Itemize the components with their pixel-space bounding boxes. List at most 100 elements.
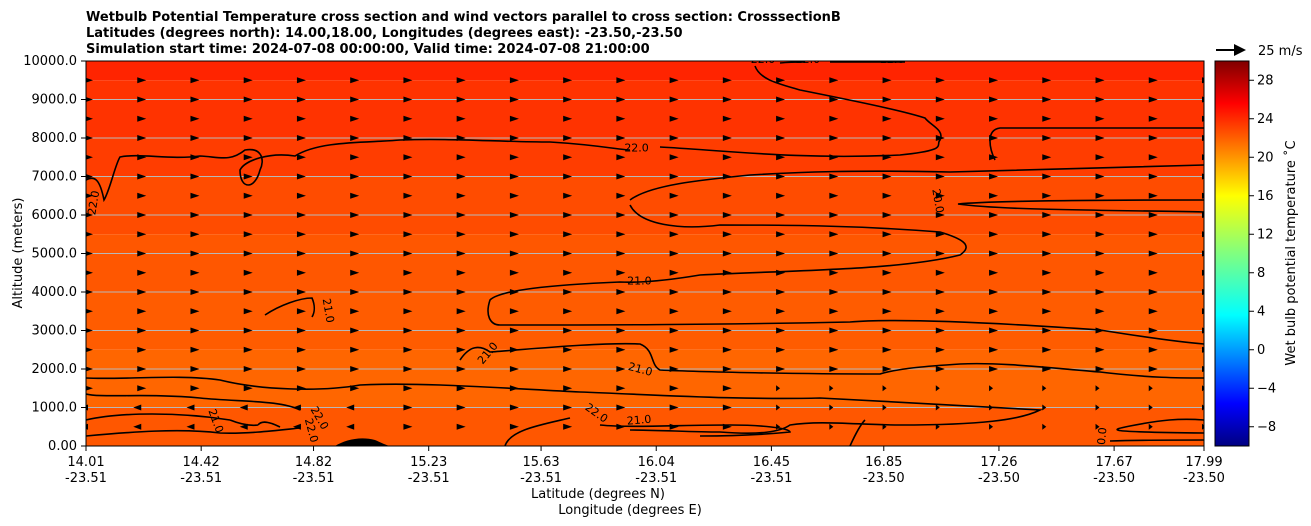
wind-vector (296, 192, 306, 199)
wind-vector (669, 366, 679, 372)
contour-label: 22.0 (796, 53, 821, 66)
wind-vector (989, 423, 994, 430)
wind-vector (829, 77, 839, 84)
wind-vector (829, 423, 834, 430)
wind-vector (616, 269, 626, 276)
wind-vector (137, 231, 147, 238)
wind-vector (829, 404, 834, 411)
wind-vector (616, 423, 626, 430)
wind-vector (776, 289, 786, 295)
wind-vector (722, 250, 732, 257)
wind-vector (616, 154, 626, 161)
contour-line (487, 204, 1204, 345)
wind-vector (137, 346, 147, 353)
wind-vector (137, 289, 147, 295)
colorbar-tick-label: 28 (1257, 73, 1274, 88)
wind-vector (882, 154, 892, 161)
wind-vector (776, 77, 786, 84)
wind-vector (935, 192, 945, 199)
wind-vector (1042, 77, 1052, 84)
wind-vector (563, 327, 573, 334)
wind-vector (456, 366, 466, 372)
wind-vector (403, 77, 413, 84)
wind-vector (722, 423, 732, 430)
wind-vector (1095, 404, 1100, 411)
wind-vector (829, 154, 839, 161)
wind-vector (456, 115, 466, 122)
wind-vector (190, 289, 200, 295)
wind-vector (829, 173, 839, 180)
wind-vector (456, 308, 466, 315)
x-tick-label-lon: -23.51 (180, 471, 222, 486)
contour-label: 21.0 (320, 297, 337, 323)
wind-vector (1042, 269, 1052, 276)
colorbar: −8 −4 0 4 8 12 16 20 24 28 Wet bulb potential tem… (1214, 60, 1299, 447)
wind-vector (350, 346, 360, 353)
wind-vector (882, 231, 892, 238)
wind-vector (509, 423, 519, 430)
chart-title-line-2: Latitudes (degrees north): 14.00,18.00, … (86, 26, 683, 41)
wind-vector (1148, 192, 1158, 199)
wind-vector (935, 212, 945, 218)
terrain (335, 438, 390, 446)
colorbar-tick-label: −8 (1257, 420, 1276, 435)
wind-vector (722, 289, 732, 295)
x-axis-label-longitude: Longitude (degrees E) (558, 503, 702, 518)
wind-vector (882, 135, 892, 141)
wind-vector (509, 77, 519, 84)
wind-vector (722, 327, 732, 334)
contour-line (659, 65, 942, 158)
wind-vector (456, 96, 466, 103)
wind-vector (829, 385, 834, 392)
wind-vector (350, 192, 360, 199)
wind-vector (403, 250, 413, 257)
wind-vector (829, 346, 839, 353)
wind-vector (616, 308, 626, 315)
x-axis: 14.01-23.5114.42-23.5114.82-23.5115.23-2… (65, 446, 1225, 486)
wind-vector (456, 77, 466, 84)
wind-vector (563, 423, 573, 430)
wind-vector (1202, 77, 1204, 84)
contour-label: 22.0 (880, 53, 905, 66)
wind-vector (1095, 327, 1105, 334)
y-tick-label: 8000.0 (32, 131, 78, 146)
wind-vector (86, 116, 93, 122)
contour-label: 21.0 (627, 274, 652, 287)
wind-vector (509, 192, 519, 199)
wind-vector (989, 173, 999, 180)
wind-vector (829, 269, 839, 276)
wind-vector (350, 269, 360, 276)
wind-vector (190, 96, 200, 103)
contour-line (504, 417, 791, 446)
wind-vector (722, 135, 732, 141)
wind-vector (509, 269, 519, 276)
wind-vector (776, 212, 786, 218)
wind-vector (722, 385, 732, 392)
wind-vector (669, 250, 679, 257)
wind-vector (190, 154, 200, 161)
wind-vector (563, 404, 573, 411)
y-tick-label: 6000.0 (32, 208, 78, 223)
wind-vector (563, 231, 573, 238)
wind-vector (86, 347, 93, 353)
contour-label: 22.0 (302, 417, 321, 444)
wind-vector (346, 404, 355, 411)
wind-vector (190, 327, 200, 334)
wind-vector (1202, 192, 1204, 199)
wind-vector (1095, 77, 1105, 84)
wind-vector (989, 192, 999, 199)
wind-vector (989, 308, 999, 315)
wind-vector (616, 212, 626, 218)
x-tick-label-lon: -23.51 (635, 471, 677, 486)
wind-vector (1042, 192, 1052, 199)
x-tick-label-lon: -23.51 (750, 471, 792, 486)
wind-vector (456, 289, 466, 295)
colorbar-tick-label: 16 (1257, 189, 1274, 204)
wind-vector (403, 423, 413, 430)
wind-vector (137, 327, 147, 334)
wind-vector (456, 231, 466, 238)
wind-vector (456, 250, 466, 257)
wind-vector (509, 115, 519, 122)
contour-line (957, 199, 1204, 213)
